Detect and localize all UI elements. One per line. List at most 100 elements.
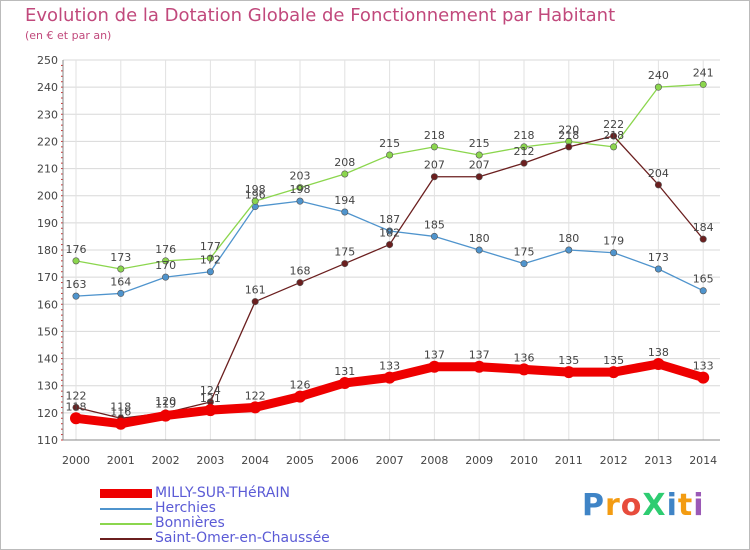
- chart-subtitle: (en € et par an): [25, 29, 112, 42]
- x-tick-label: 2010: [510, 454, 538, 467]
- data-label: 212: [514, 145, 535, 158]
- data-point: [296, 184, 304, 192]
- data-point: [699, 287, 707, 295]
- data-label: 126: [290, 379, 311, 392]
- data-point: [249, 401, 262, 414]
- x-tick-label: 2011: [555, 454, 583, 467]
- data-label: 163: [66, 278, 87, 291]
- data-point: [654, 265, 662, 273]
- data-label: 137: [424, 349, 445, 362]
- data-label: 121: [200, 392, 221, 405]
- data-label: 135: [603, 354, 624, 367]
- data-label: 203: [290, 170, 311, 183]
- legend-label-herchies: Herchies: [155, 500, 216, 516]
- y-tick-label: 230: [37, 108, 58, 121]
- legend-swatch-saint-omer: [100, 537, 152, 540]
- data-label: 138: [648, 346, 669, 359]
- x-tick-label: 2000: [62, 454, 90, 467]
- data-point: [520, 159, 528, 167]
- y-tick-label: 180: [37, 244, 58, 257]
- data-point: [699, 80, 707, 88]
- data-label: 194: [334, 194, 355, 207]
- data-label: 179: [603, 235, 624, 248]
- data-point: [610, 249, 618, 257]
- data-label: 180: [558, 232, 579, 245]
- y-tick-label: 210: [37, 163, 58, 176]
- data-label: 182: [379, 227, 400, 240]
- data-point: [117, 265, 125, 273]
- data-point: [518, 363, 530, 376]
- data-point: [520, 143, 528, 151]
- x-tick-label: 2001: [107, 454, 135, 467]
- data-label: 175: [514, 246, 535, 259]
- data-label: 122: [245, 389, 266, 402]
- x-tick-label: 2012: [600, 454, 628, 467]
- data-label: 131: [334, 365, 355, 378]
- x-tick-label: 2013: [644, 454, 672, 467]
- data-point: [206, 268, 214, 276]
- logo-letter: i: [693, 488, 705, 523]
- chart-legend: MILLY-SUR-THéRAIN Herchies Bonnières Sai…: [100, 486, 330, 546]
- data-label: 176: [155, 243, 176, 256]
- y-tick-label: 190: [37, 217, 58, 230]
- y-tick-label: 160: [37, 298, 58, 311]
- data-point: [562, 366, 575, 379]
- y-tick-label: 140: [37, 353, 58, 366]
- data-point: [565, 143, 573, 151]
- data-label: 173: [110, 251, 131, 264]
- data-label: 220: [558, 123, 579, 136]
- data-label: 177: [200, 240, 221, 253]
- data-point: [428, 360, 441, 373]
- y-tick-label: 110: [37, 434, 58, 447]
- data-label: 222: [603, 118, 624, 131]
- data-point: [114, 417, 127, 430]
- data-point: [341, 260, 349, 268]
- data-point: [294, 390, 306, 403]
- y-tick-label: 130: [37, 380, 58, 393]
- x-tick-label: 2006: [331, 454, 359, 467]
- legend-swatch-herchies: [100, 507, 152, 510]
- x-tick-label: 2005: [286, 454, 314, 467]
- y-tick-label: 250: [37, 54, 58, 67]
- data-point: [386, 241, 394, 249]
- data-point: [520, 260, 528, 268]
- data-point: [386, 227, 394, 235]
- data-label: 170: [155, 259, 176, 272]
- legend-label-saint-omer: Saint-Omer-en-Chaussée: [155, 530, 330, 546]
- data-label: 198: [245, 183, 266, 196]
- data-label: 240: [648, 69, 669, 82]
- data-point: [72, 257, 80, 265]
- data-label: 164: [110, 275, 131, 288]
- legend-item-bonnieres: Bonnières: [100, 516, 330, 531]
- x-tick-label: 2004: [241, 454, 269, 467]
- logo-letter: r: [605, 488, 621, 523]
- x-tick-label: 2014: [689, 454, 717, 467]
- data-label: 133: [379, 360, 400, 373]
- data-label: 184: [693, 221, 714, 234]
- legend-item-milly: MILLY-SUR-THéRAIN: [100, 486, 330, 501]
- data-label: 118: [66, 400, 87, 413]
- data-point: [159, 409, 172, 422]
- data-point: [296, 197, 304, 205]
- y-tick-label: 200: [37, 190, 58, 203]
- data-label: 215: [469, 137, 490, 150]
- logo-letter: o: [620, 488, 643, 523]
- data-point: [72, 292, 80, 300]
- data-label: 137: [469, 349, 490, 362]
- data-label: 133: [693, 360, 714, 373]
- data-point: [251, 298, 259, 306]
- data-label: 207: [469, 159, 490, 172]
- data-label: 218: [603, 129, 624, 142]
- data-point: [383, 371, 396, 384]
- data-label: 208: [334, 156, 355, 169]
- data-point: [72, 403, 80, 411]
- data-label: 176: [66, 243, 87, 256]
- data-point: [386, 151, 394, 159]
- data-label: 218: [558, 129, 579, 142]
- legend-swatch-milly: [100, 489, 152, 498]
- data-label: 116: [110, 406, 131, 419]
- data-point: [341, 208, 349, 216]
- data-label: 119: [155, 398, 176, 411]
- data-point: [70, 412, 82, 425]
- x-tick-label: 2002: [152, 454, 180, 467]
